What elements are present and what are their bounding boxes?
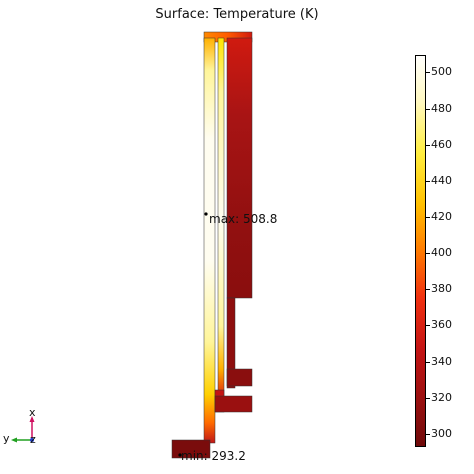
bottom-foot <box>171 439 211 459</box>
z-axis-label: z <box>30 433 36 446</box>
colorbar-tick: 380 <box>431 282 452 295</box>
colorbar-tick: 400 <box>431 246 452 259</box>
cold-tab-upper <box>226 368 253 387</box>
colorbar-tick-mark <box>426 253 430 254</box>
colorbar-tick: 340 <box>431 355 452 368</box>
colorbar-tick: 480 <box>431 102 452 115</box>
colorbar-tick-mark <box>426 289 430 290</box>
colorbar-tick-mark <box>426 72 430 73</box>
min-marker <box>178 453 182 457</box>
colorbar-tick: 440 <box>431 174 452 187</box>
cold-arm-right <box>226 37 253 299</box>
colorbar-tick: 420 <box>431 210 452 223</box>
colorbar-tick: 360 <box>431 318 452 331</box>
z-axis-dot <box>30 438 34 442</box>
cold-tab-lower <box>214 395 253 413</box>
colorbar-tick-mark <box>426 362 430 363</box>
x-axis-arrowhead <box>29 416 35 422</box>
colorbar-tick: 460 <box>431 138 452 151</box>
colorbar-tick: 320 <box>431 391 452 404</box>
colorbar-tick: 300 <box>431 427 452 440</box>
colorbar-tick-mark <box>426 398 430 399</box>
colorbar-tick-mark <box>426 325 430 326</box>
y-axis-arrowhead <box>11 437 17 443</box>
colorbar-tick-mark <box>426 109 430 110</box>
colorbar-tick: 500 <box>431 65 452 78</box>
max-marker <box>204 212 208 216</box>
plot-title: Surface: Temperature (K) <box>155 7 319 22</box>
max-annotation: max: 508.8 <box>209 212 278 226</box>
colorbar-tick-mark <box>426 145 430 146</box>
min-annotation: min: 293.2 <box>181 449 246 463</box>
colorbar <box>415 55 426 447</box>
x-axis-label: x <box>29 406 36 419</box>
colorbar-gradient <box>415 55 426 447</box>
colorbar-tick-mark <box>426 181 430 182</box>
cold-arm-lower <box>226 297 236 389</box>
colorbar-tick-mark <box>426 217 430 218</box>
colorbar-tick-mark <box>426 434 430 435</box>
y-axis-label: y <box>3 432 10 445</box>
